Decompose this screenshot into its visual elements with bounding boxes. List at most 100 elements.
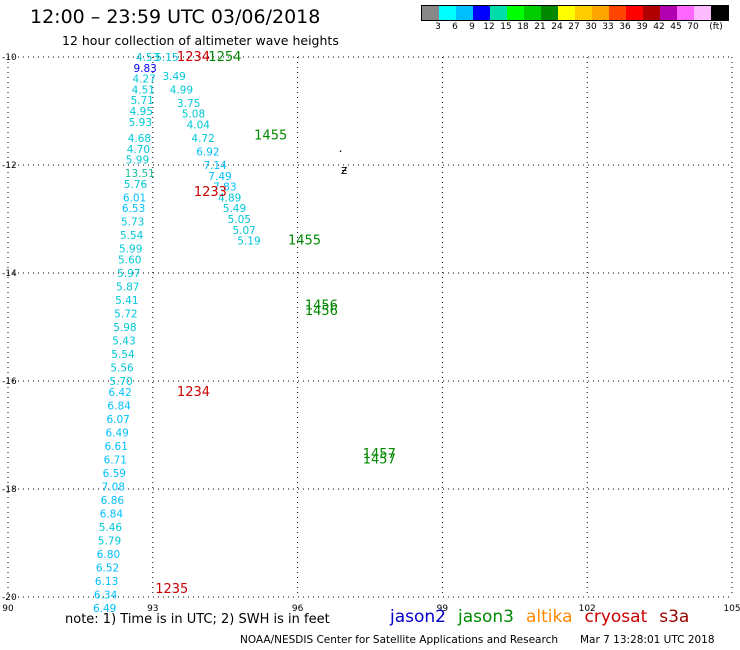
lon-tick-label: 96 — [292, 604, 304, 614]
swh-value: 5.07 — [232, 225, 255, 237]
legend-swatch — [694, 6, 711, 20]
swh-value: 6.34 — [94, 589, 118, 601]
legend-label: 27 — [568, 22, 580, 32]
swh-value: 4.89 — [218, 192, 241, 204]
swh-value: 6.13 — [95, 576, 118, 588]
swh-value: 6.52 — [96, 562, 119, 574]
legend-label: 12 — [483, 22, 495, 32]
pass-time-label: 1456 — [305, 304, 338, 319]
swh-value: 7.49 — [208, 171, 231, 183]
legend-swatch — [677, 6, 694, 20]
satellite-name: jason3 — [458, 607, 514, 627]
lat-tick-label: -14 — [2, 269, 17, 279]
legend-swatch — [439, 6, 456, 20]
legend-swatch — [575, 6, 592, 20]
legend-label: 30 — [585, 22, 597, 32]
wave-height-legend: 3 6 9 12 15 18 21 24 27 30 33 36 39 42 45 70 (ft) — [421, 5, 729, 32]
swh-value: 6.84 — [107, 400, 131, 412]
swh-value: 5.49 — [223, 203, 246, 215]
satellite-legend: jason2 jason3 altika cryosat s3a — [390, 607, 701, 627]
legend-swatch — [609, 6, 626, 20]
swh-value: 4.99 — [170, 84, 193, 96]
satellite-name: s3a — [659, 607, 690, 627]
swh-value: 5.99 — [126, 155, 149, 167]
swh-value: 5.70 — [109, 376, 132, 388]
lon-tick-label: 90 — [2, 604, 14, 614]
swh-value: 7.08 — [102, 481, 125, 493]
satellite-name: cryosat — [584, 607, 648, 627]
lat-tick-label: -18 — [2, 485, 17, 495]
swh-value: 5.15 — [155, 52, 178, 64]
pass-time-label: 1233 — [194, 185, 227, 200]
swh-value: 4.51 — [132, 84, 155, 96]
pass-time-label: 1254 — [208, 50, 241, 65]
pass-time-label: 1457 — [363, 452, 396, 467]
swh-value: 6.80 — [97, 549, 120, 561]
legend-label: 70 — [687, 22, 699, 32]
swh-value: 6.84 — [100, 508, 124, 520]
legend-label: 33 — [602, 22, 614, 32]
swh-value: 6.92 — [196, 147, 219, 159]
swh-value: 6.86 — [101, 495, 125, 507]
swh-value: 5.79 — [98, 535, 121, 547]
island-mark: · — [339, 144, 343, 158]
swh-value: 6.01 — [123, 192, 146, 204]
legend-swatch — [643, 6, 660, 20]
swh-value: 5.08 — [182, 109, 205, 121]
satellite-name: altika — [526, 607, 573, 627]
legend-label: 9 — [469, 22, 475, 32]
swh-value: 6.49 — [93, 603, 116, 615]
legend-label: 24 — [551, 22, 563, 32]
legend-labels: 3 6 9 12 15 18 21 24 27 30 33 36 39 42 45 70 (ft) — [421, 22, 740, 34]
lon-tick-label: 105 — [723, 604, 740, 614]
pass-time-label: 1457 — [363, 447, 396, 462]
legend-label: 42 — [653, 22, 665, 32]
swh-value: 4.70 — [127, 144, 150, 156]
swh-value: 5.05 — [228, 214, 251, 226]
legend-swatch — [711, 6, 728, 20]
swh-value: 5.41 — [115, 295, 138, 307]
swh-value: 6.71 — [104, 454, 127, 466]
swh-value: 4.27 — [133, 74, 156, 86]
legend-swatch — [422, 6, 439, 20]
legend-label: 39 — [636, 22, 648, 32]
generated-time: Mar 7 13:28:01 UTC 2018 — [580, 634, 715, 646]
swh-value: 5.76 — [124, 179, 148, 191]
swh-value: 5.60 — [118, 255, 141, 267]
pass-time-label: 1455 — [288, 234, 321, 249]
legend-swatch — [592, 6, 609, 20]
swh-value: 5.73 — [121, 217, 144, 229]
lat-tick-label: -12 — [2, 161, 17, 171]
pass-time-label: 1456 — [305, 298, 338, 313]
lat-tick-label: -20 — [2, 593, 17, 603]
legend-label: 21 — [534, 22, 546, 32]
swh-value: 6.07 — [106, 414, 129, 426]
swh-value: 6.42 — [108, 387, 131, 399]
swh-value: 6.61 — [105, 441, 128, 453]
island-mark: ƶ — [341, 163, 347, 177]
swh-value: 5.97 — [117, 268, 140, 280]
legend-swatch — [473, 6, 490, 20]
legend-swatch — [490, 6, 507, 20]
swh-value: 5.87 — [116, 282, 139, 294]
swh-value: 6.49 — [105, 427, 128, 439]
map-title: 12:00 – 23:59 UTC 03/06/2018 — [30, 6, 321, 28]
legend-swatch — [626, 6, 643, 20]
swh-value: 6.53 — [122, 203, 145, 215]
pass-time-label: 1234 — [177, 50, 210, 65]
credit-text: NOAA/NESDIS Center for Satellite Applica… — [240, 634, 558, 646]
swh-value: 9.83 — [133, 63, 156, 75]
legend-swatch — [541, 6, 558, 20]
swh-value: 5.56 — [110, 363, 134, 375]
swh-value: 5.99 — [119, 244, 142, 256]
footer-note: note: 1) Time is in UTC; 2) SWH is in fe… — [65, 612, 330, 627]
pass-time-label: 1235 — [155, 582, 188, 597]
lat-tick-label: -16 — [2, 377, 17, 387]
swh-value: 5.54 — [111, 349, 135, 361]
swh-value: 6.59 — [103, 468, 126, 480]
legend-label: 18 — [517, 22, 529, 32]
swh-value: 7.14 — [203, 160, 227, 172]
legend-swatch — [524, 6, 541, 20]
map-subtitle: 12 hour collection of altimeter wave hei… — [62, 33, 339, 48]
pass-time-label: 1234 — [177, 385, 210, 400]
